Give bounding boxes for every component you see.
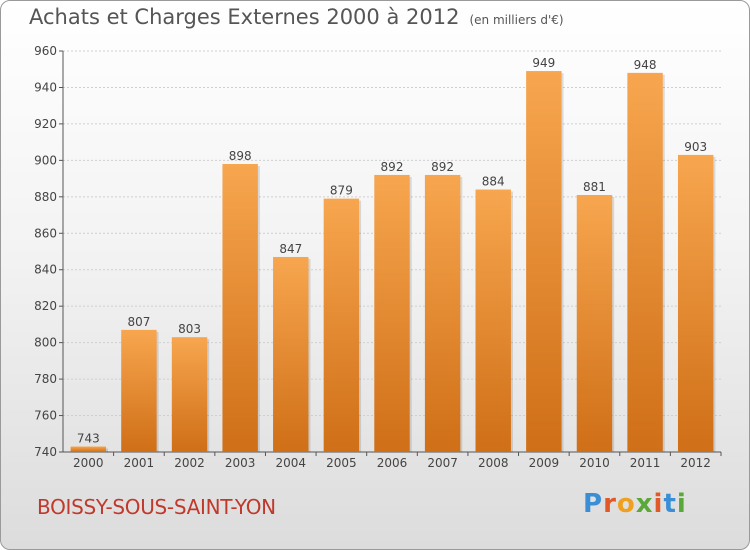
x-tick-label: 2008	[478, 456, 509, 470]
logo-letter: x	[635, 489, 654, 519]
bar-value-label: 948	[634, 58, 657, 72]
x-tick-label: 2009	[529, 456, 560, 470]
bar	[677, 154, 714, 453]
bar-value-label: 847	[279, 242, 302, 256]
bar-value-label: 903	[684, 140, 707, 154]
bar	[576, 194, 613, 452]
x-tick-label: 2005	[326, 456, 357, 470]
bar	[70, 446, 107, 452]
bar-value-label: 892	[431, 160, 454, 174]
x-tick-label: 2010	[579, 456, 610, 470]
bar-value-label: 803	[178, 322, 201, 336]
logo-letter: i	[676, 489, 687, 519]
proxiti-logo: Proxiti	[583, 489, 687, 519]
x-tick-label: 2011	[630, 456, 661, 470]
logo-letter: t	[663, 489, 677, 519]
y-tick-label: 860	[34, 226, 57, 240]
logo-letter: o	[616, 489, 636, 519]
bar	[273, 256, 309, 452]
logo-letter: i	[653, 489, 664, 519]
bar	[171, 337, 208, 452]
bar	[323, 198, 360, 452]
chart-unit: (en milliers d'€)	[469, 13, 564, 27]
x-tick-label: 2002	[174, 456, 205, 470]
y-tick-label: 900	[34, 153, 57, 167]
y-tick-label: 740	[34, 445, 57, 459]
bar-value-label: 807	[127, 315, 150, 329]
y-tick-label: 820	[34, 299, 57, 313]
logo-letter: P	[583, 489, 604, 519]
bar-value-label: 898	[229, 149, 252, 163]
bar	[526, 71, 562, 453]
city-name: BOISSY-SOUS-SAINT-YON	[37, 495, 276, 519]
chart-title-text: Achats et Charges Externes 2000 à 2012	[29, 5, 460, 29]
bar	[121, 329, 157, 452]
bar-value-label: 879	[330, 184, 353, 198]
y-tick-label: 940	[34, 80, 57, 94]
x-tick-label: 2007	[427, 456, 458, 470]
x-tick-label: 2001	[124, 456, 155, 470]
y-tick-label: 840	[34, 263, 57, 277]
bar-value-label: 743	[77, 432, 100, 446]
x-tick-label: 2012	[680, 456, 711, 470]
y-tick-label: 800	[34, 336, 57, 350]
y-tick-label: 920	[34, 117, 57, 131]
bar	[627, 72, 663, 452]
logo-letter: r	[603, 489, 617, 519]
x-tick-label: 2004	[275, 456, 306, 470]
bar	[374, 174, 410, 453]
y-tick-label: 960	[34, 44, 57, 58]
x-tick-label: 2003	[225, 456, 256, 470]
y-tick-label: 780	[34, 372, 57, 386]
chart-title: Achats et Charges Externes 2000 à 2012 (e…	[29, 5, 564, 29]
bar	[424, 174, 461, 453]
x-tick-label: 2006	[377, 456, 408, 470]
bar	[222, 164, 258, 452]
x-tick-label: 2000	[73, 456, 104, 470]
bar-value-label: 949	[532, 56, 555, 70]
bar-value-label: 892	[381, 160, 404, 174]
y-tick-label: 880	[34, 190, 57, 204]
bar	[475, 189, 511, 452]
y-tick-label: 760	[34, 409, 57, 423]
bar-value-label: 884	[482, 175, 505, 189]
bar-value-label: 881	[583, 180, 606, 194]
